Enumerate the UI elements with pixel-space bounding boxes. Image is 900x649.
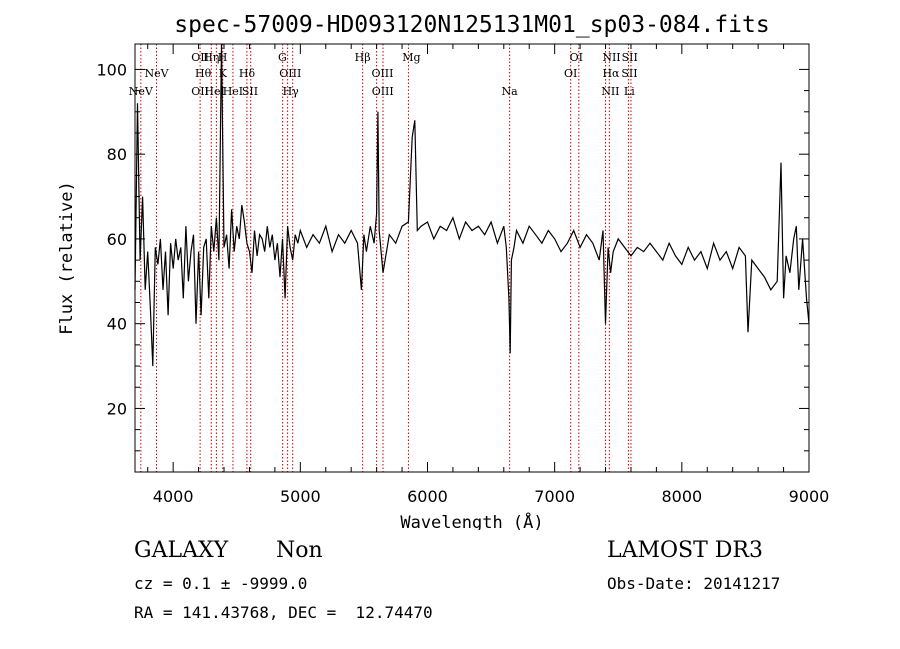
- obs-date: Obs-Date: 20141217: [607, 574, 781, 593]
- plot-frame: [134, 43, 810, 473]
- y-tick-label: 20: [107, 399, 127, 418]
- line-label: Mg: [402, 51, 420, 64]
- y-tick-label: 100: [96, 60, 127, 79]
- x-tick-label: 6000: [407, 487, 448, 506]
- line-label: H: [218, 51, 228, 64]
- line-label: SII: [621, 67, 637, 80]
- radec-line: RA = 141.43768, DEC = 12.74470: [134, 603, 433, 622]
- line-label: OI: [570, 51, 583, 64]
- y-axis-ticks: 20 40 60 80 100: [96, 60, 809, 452]
- object-subclass: Non: [276, 538, 323, 563]
- line-label: Li: [624, 85, 635, 98]
- line-label: OIII: [372, 85, 394, 98]
- x-axis-ticks: 4000 5000 6000 7000 8000 9000: [147, 44, 830, 506]
- line-label: Hη: [203, 51, 219, 64]
- line-label: HeI: [204, 85, 224, 98]
- line-label: OIII: [371, 67, 393, 80]
- spectrum-chart: spec-57009-HD093120N125131M01_sp03-084.f…: [57, 12, 830, 530]
- survey-name: LAMOST DR3: [607, 538, 763, 563]
- y-tick-label: 60: [107, 230, 127, 249]
- chart-title: spec-57009-HD093120N125131M01_sp03-084.f…: [174, 12, 769, 38]
- line-label: NeV: [129, 85, 154, 98]
- line-label: SII: [242, 85, 258, 98]
- x-axis-label: Wavelength (Å): [400, 511, 543, 530]
- line-label: HeI: [223, 85, 243, 98]
- line-label: SII: [622, 51, 638, 64]
- y-tick-label: 40: [107, 315, 127, 334]
- x-tick-label: 7000: [534, 487, 575, 506]
- line-label: NII: [602, 51, 620, 64]
- line-label: Na: [502, 85, 519, 98]
- line-label: NeV: [144, 67, 169, 80]
- line-label: Hα: [602, 67, 620, 80]
- line-label: OII: [191, 85, 209, 98]
- spectrum-line: [134, 43, 810, 367]
- object-class: GALAXY: [134, 538, 229, 563]
- line-label: OIII: [279, 67, 301, 80]
- line-label: G: [278, 51, 287, 64]
- line-label: OI: [564, 67, 577, 80]
- redshift-line: cz = 0.1 ± -9999.0: [134, 574, 308, 593]
- line-label: NII: [601, 85, 619, 98]
- emission-line-labels: NeVNeVOIIOIIHθHηHeIHKHeIHδSIIGOIIIHγHβOI…: [129, 51, 638, 98]
- x-tick-label: 8000: [661, 487, 702, 506]
- line-label: Hθ: [195, 67, 212, 80]
- line-label: OII: [191, 51, 209, 64]
- line-label: K: [219, 67, 228, 80]
- line-label: Hγ: [283, 85, 300, 98]
- x-tick-label: 4000: [153, 487, 194, 506]
- line-label: Hβ: [355, 51, 371, 64]
- line-label: Hδ: [239, 67, 256, 80]
- x-tick-label: 9000: [789, 487, 830, 506]
- x-tick-label: 5000: [280, 487, 321, 506]
- y-tick-label: 80: [107, 145, 127, 164]
- y-axis-label: Flux (relative): [57, 181, 77, 335]
